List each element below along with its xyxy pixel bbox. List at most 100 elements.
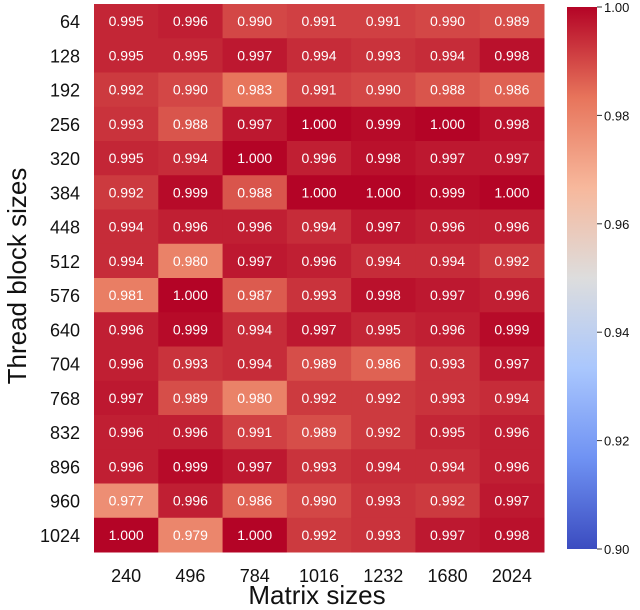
colorbar: 0.90 0.92 0.94 0.96 0.98 1.00 bbox=[567, 0, 629, 557]
cell-value-label: 0.996 bbox=[173, 219, 208, 235]
cell-value-label: 0.983 bbox=[237, 82, 272, 98]
cell-value-label: 0.986 bbox=[366, 356, 401, 372]
cell-value-label: 0.993 bbox=[366, 493, 401, 509]
x-tick-label: 240 bbox=[111, 566, 141, 586]
heatmap-cell bbox=[351, 380, 416, 416]
y-tick-label: 1024 bbox=[40, 526, 80, 546]
cell-value-label: 1.000 bbox=[430, 116, 465, 132]
heatmap-cell bbox=[286, 278, 352, 313]
cell-value-label: 0.992 bbox=[109, 82, 144, 98]
y-tick-label: 832 bbox=[50, 423, 80, 443]
heatmap-cell bbox=[94, 38, 159, 73]
cell-value-label: 0.993 bbox=[430, 390, 465, 406]
cell-value-label: 0.991 bbox=[366, 13, 401, 29]
cell-value-label: 0.987 bbox=[237, 287, 272, 303]
cell-value-label: 0.996 bbox=[173, 424, 208, 440]
heatmap-cell bbox=[351, 278, 416, 313]
cell-value-label: 0.997 bbox=[494, 493, 529, 509]
heatmap-cell bbox=[286, 141, 352, 176]
heatmap-cell bbox=[222, 346, 288, 382]
cell-value-label: 0.998 bbox=[494, 47, 529, 63]
heatmap-cell bbox=[479, 141, 545, 176]
cell-value-label: 0.992 bbox=[109, 184, 144, 200]
cell-value-label: 0.996 bbox=[430, 321, 465, 337]
heatmap-cell bbox=[415, 517, 481, 553]
cell-value-label: 0.997 bbox=[237, 116, 272, 132]
cell-value-label: 0.986 bbox=[494, 82, 529, 98]
heatmap-cell bbox=[479, 483, 545, 519]
cell-value-label: 0.988 bbox=[173, 116, 208, 132]
cell-value-label: 0.990 bbox=[173, 82, 208, 98]
heatmap-cell bbox=[222, 4, 288, 39]
heatmap-cell bbox=[222, 517, 288, 553]
y-tick-label: 384 bbox=[50, 183, 80, 203]
heatmap-cell bbox=[351, 141, 416, 176]
heatmap-cell bbox=[479, 72, 545, 108]
x-tick-label: 496 bbox=[175, 566, 205, 586]
cell-value-label: 0.997 bbox=[494, 150, 529, 166]
cell-value-label: 0.995 bbox=[430, 424, 465, 440]
heatmap-cell bbox=[415, 449, 481, 484]
cell-value-label: 0.996 bbox=[430, 219, 465, 235]
heatmap-cell bbox=[94, 209, 159, 245]
cell-value-label: 0.993 bbox=[430, 356, 465, 372]
heatmap-cell bbox=[158, 415, 224, 450]
cell-value-label: 0.997 bbox=[494, 356, 529, 372]
heatmap-cell bbox=[222, 38, 288, 73]
cell-value-label: 0.999 bbox=[430, 184, 465, 200]
heatmap-cell bbox=[94, 243, 159, 279]
cell-value-label: 0.986 bbox=[237, 493, 272, 509]
y-tick-label: 64 bbox=[60, 12, 80, 32]
cell-value-label: 0.996 bbox=[494, 424, 529, 440]
heatmap-cell bbox=[158, 243, 224, 279]
heatmap-cell bbox=[94, 141, 159, 176]
colorbar-gradient bbox=[567, 7, 597, 549]
heatmap-cell bbox=[94, 449, 159, 484]
heatmap-cell bbox=[158, 483, 224, 519]
cell-value-label: 1.000 bbox=[301, 184, 336, 200]
heatmap-cell bbox=[286, 175, 352, 210]
cell-value-label: 0.996 bbox=[109, 321, 144, 337]
cell-value-label: 0.996 bbox=[494, 219, 529, 235]
cell-value-label: 0.995 bbox=[109, 13, 144, 29]
cell-value-label: 0.994 bbox=[301, 47, 336, 63]
cell-value-label: 0.998 bbox=[494, 116, 529, 132]
heatmap-cell bbox=[222, 278, 288, 313]
cell-value-label: 0.996 bbox=[109, 356, 144, 372]
cell-value-label: 0.994 bbox=[494, 390, 529, 406]
cell-value-label: 1.000 bbox=[109, 527, 144, 543]
cell-value-label: 1.000 bbox=[173, 287, 208, 303]
heatmap-cell bbox=[222, 209, 288, 245]
colorbar-tick-label: 0.96 bbox=[604, 217, 629, 232]
colorbar-tick-label: 0.94 bbox=[604, 325, 629, 340]
heatmap-cell bbox=[351, 449, 416, 484]
cell-value-label: 0.995 bbox=[109, 47, 144, 63]
heatmap-cell bbox=[415, 106, 481, 142]
cell-value-label: 1.000 bbox=[237, 527, 272, 543]
heatmap-cell bbox=[351, 517, 416, 553]
cell-value-label: 0.997 bbox=[430, 287, 465, 303]
heatmap-cell bbox=[158, 278, 224, 313]
colorbar-tick-label: 1.00 bbox=[604, 0, 629, 15]
cell-value-label: 0.997 bbox=[109, 390, 144, 406]
heatmap-cell bbox=[158, 38, 224, 73]
heatmap-cell bbox=[158, 72, 224, 108]
heatmap-cell bbox=[222, 415, 288, 450]
heatmap-cell bbox=[479, 346, 545, 382]
x-tick-label: 1016 bbox=[299, 566, 339, 586]
cell-value-label: 0.992 bbox=[301, 390, 336, 406]
heatmap-cell bbox=[286, 209, 352, 245]
heatmap-cell bbox=[94, 483, 159, 519]
heatmap-cell bbox=[415, 4, 481, 39]
heatmap-cell bbox=[351, 209, 416, 245]
cell-value-label: 0.994 bbox=[366, 253, 401, 269]
heatmap-cell bbox=[415, 209, 481, 245]
heatmap-cell bbox=[479, 449, 545, 484]
cell-value-label: 0.979 bbox=[173, 527, 208, 543]
cell-value-label: 0.999 bbox=[494, 321, 529, 337]
cell-value-label: 0.990 bbox=[301, 493, 336, 509]
y-tick-label: 448 bbox=[50, 218, 80, 238]
cell-value-label: 0.999 bbox=[173, 184, 208, 200]
cell-value-label: 0.997 bbox=[430, 527, 465, 543]
